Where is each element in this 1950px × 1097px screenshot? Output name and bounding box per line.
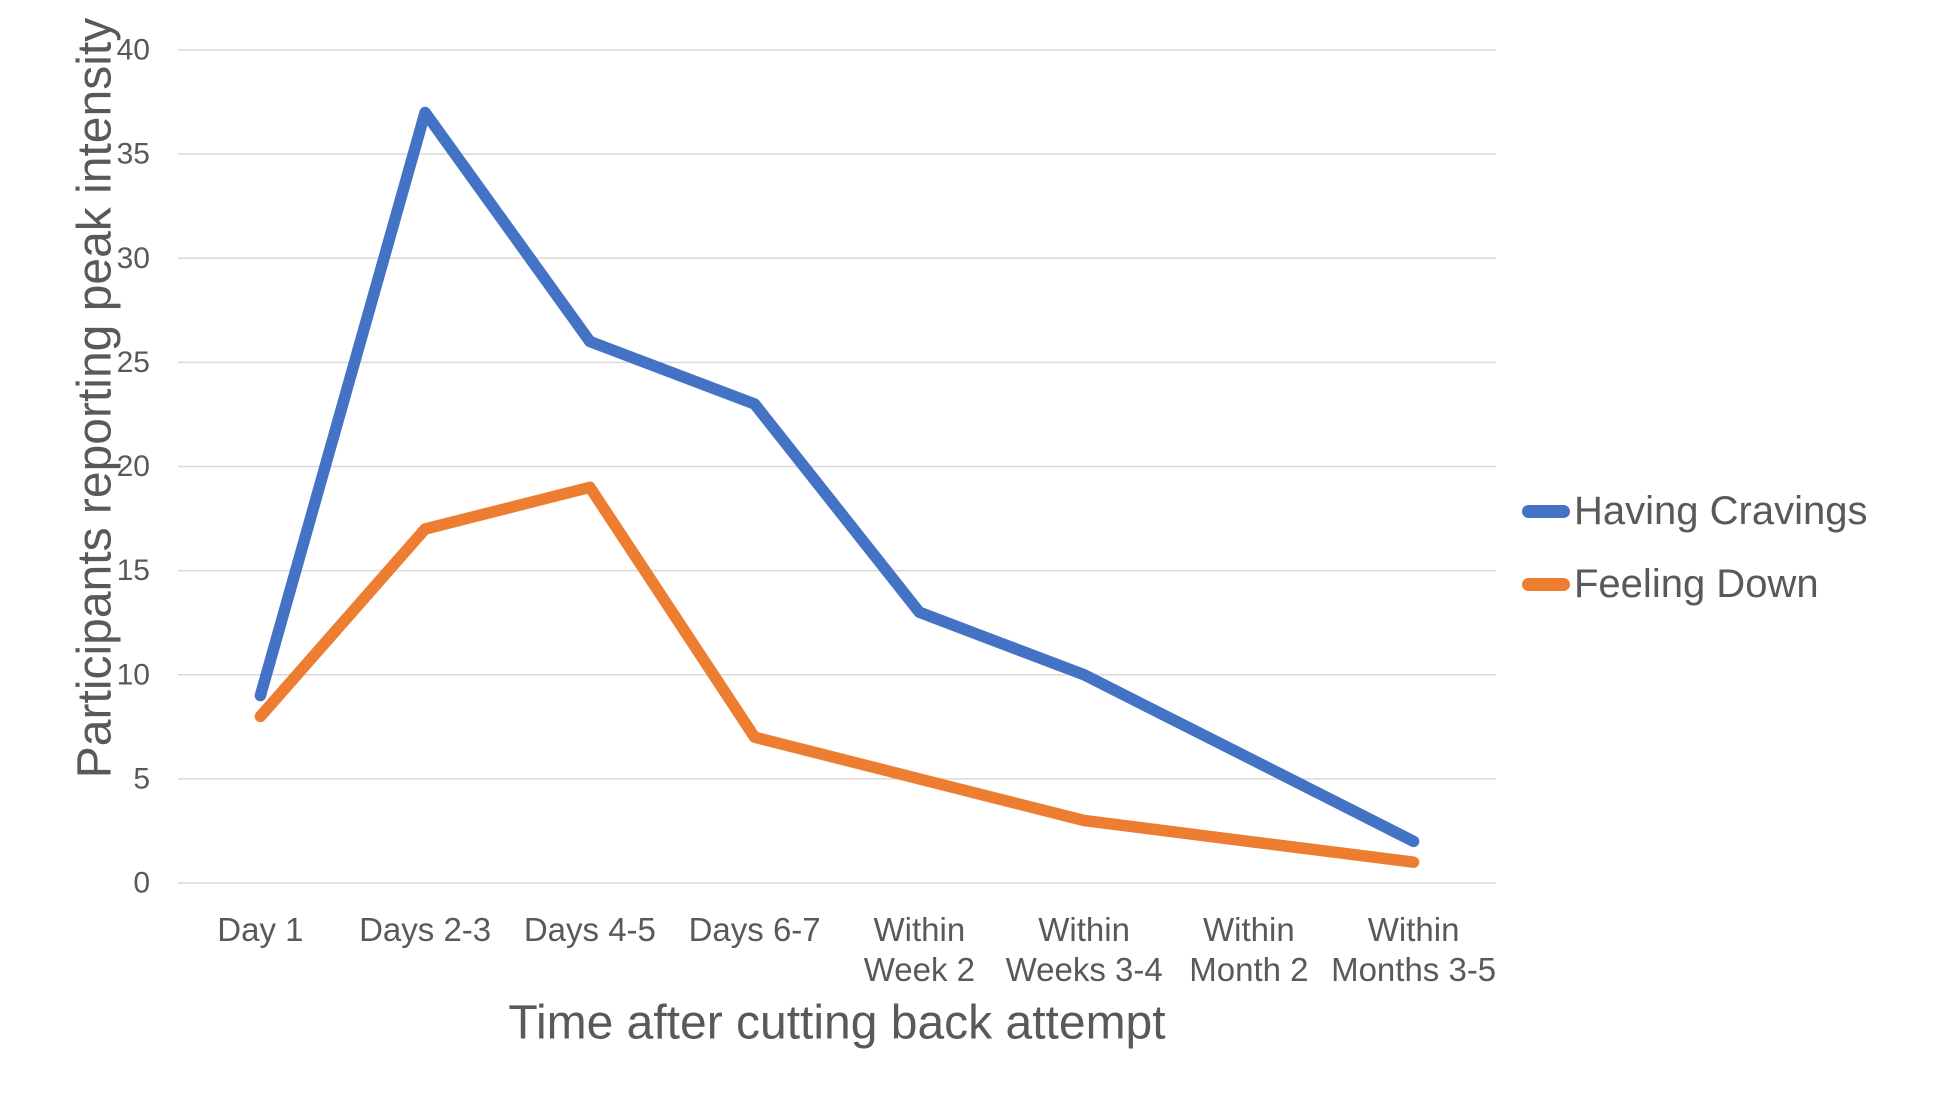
feeling-down-line: [254, 481, 1420, 868]
y-tick-label: 15: [117, 554, 150, 587]
x-category-label: Month 2: [1189, 951, 1308, 988]
y-tick-label: 40: [117, 34, 150, 67]
x-category-label: Days 6-7: [689, 911, 821, 948]
x-category-label: Days 4-5: [524, 911, 656, 948]
having-cravings-line: [254, 106, 1420, 848]
x-category-label: Within: [1038, 911, 1130, 948]
x-category-label: Within: [1368, 911, 1460, 948]
x-category-label: Day 1: [217, 911, 303, 948]
legend-label-having-cravings: Having Cravings: [1574, 488, 1868, 533]
x-axis-title: Time after cutting back attempt: [508, 996, 1166, 1050]
y-tick-label: 25: [117, 346, 150, 379]
y-tick-label: 20: [117, 450, 150, 483]
x-category-label: Days 2-3: [359, 911, 491, 948]
x-category-label: Months 3-5: [1331, 951, 1496, 988]
x-category-label: Week 2: [864, 951, 975, 988]
y-tick-label: 10: [117, 658, 150, 691]
y-tick-label: 5: [133, 762, 150, 795]
y-tick-label: 30: [117, 242, 150, 275]
legend-item-feeling-down: Feeling Down: [1522, 562, 1819, 606]
y-axis-title: Participants reporting peak intensity: [68, 17, 122, 779]
y-tick-label: 35: [117, 138, 150, 171]
legend-item-having-cravings: Having Cravings: [1522, 489, 1867, 533]
having-cravings-line-swatch: [1522, 504, 1570, 518]
feeling-down-line-swatch: [1522, 577, 1570, 591]
x-category-label: Weeks 3-4: [1006, 951, 1163, 988]
legend-label-feeling-down: Feeling Down: [1574, 561, 1819, 606]
y-tick-label: 0: [133, 867, 150, 900]
x-category-label: Within: [874, 911, 966, 948]
x-category-label: Within: [1203, 911, 1295, 948]
